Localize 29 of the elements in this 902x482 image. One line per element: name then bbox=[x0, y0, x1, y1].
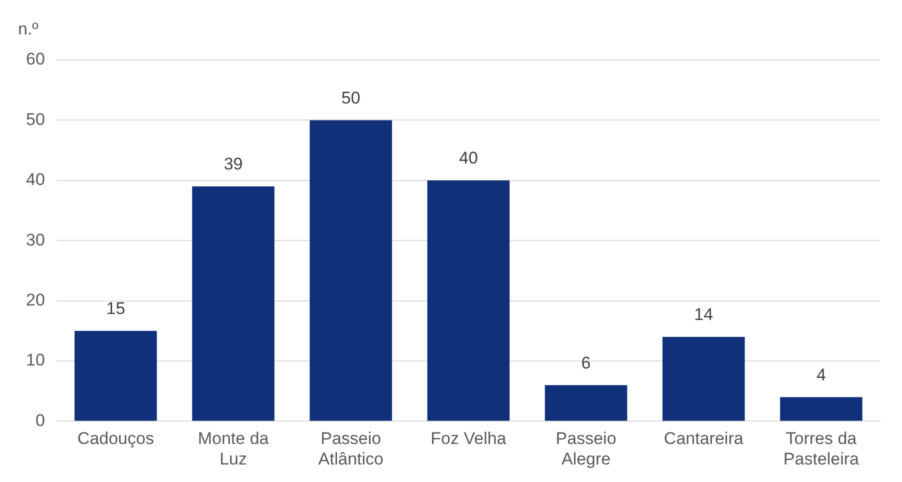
y-tick-label: 20 bbox=[26, 290, 45, 310]
bar bbox=[427, 180, 510, 421]
y-tick-label: 30 bbox=[26, 230, 45, 250]
x-tick-label: Cadouços bbox=[77, 429, 154, 448]
y-axis-title: n.º bbox=[18, 20, 38, 39]
data-label: 6 bbox=[581, 353, 591, 372]
x-tick-label: Cantareira bbox=[664, 429, 744, 448]
x-tick-label: Monte da Luz bbox=[198, 429, 270, 468]
bar bbox=[74, 330, 157, 421]
bar bbox=[780, 397, 862, 421]
data-label: 15 bbox=[106, 299, 126, 318]
x-tick-label: Passeio Alegre bbox=[556, 429, 616, 468]
data-label: 40 bbox=[458, 148, 478, 168]
x-tick-label: Passeio Atlântico bbox=[318, 429, 384, 468]
data-label: 14 bbox=[694, 305, 714, 324]
y-tick-label: 60 bbox=[26, 50, 45, 69]
data-label: 39 bbox=[224, 154, 243, 174]
data-label: 50 bbox=[341, 88, 360, 108]
bar bbox=[662, 336, 745, 421]
data-label: 4 bbox=[816, 365, 826, 384]
bar bbox=[544, 385, 628, 421]
bar bbox=[310, 120, 392, 421]
y-tick-label: 10 bbox=[26, 350, 45, 370]
y-tick-label: 40 bbox=[26, 170, 45, 190]
y-tick-label: 0 bbox=[35, 410, 45, 430]
bar bbox=[192, 186, 274, 421]
x-tick-label: Torres da Pasteleira bbox=[783, 429, 860, 468]
x-tick-label: Foz Velha bbox=[430, 429, 507, 448]
y-tick-label: 50 bbox=[26, 110, 45, 129]
